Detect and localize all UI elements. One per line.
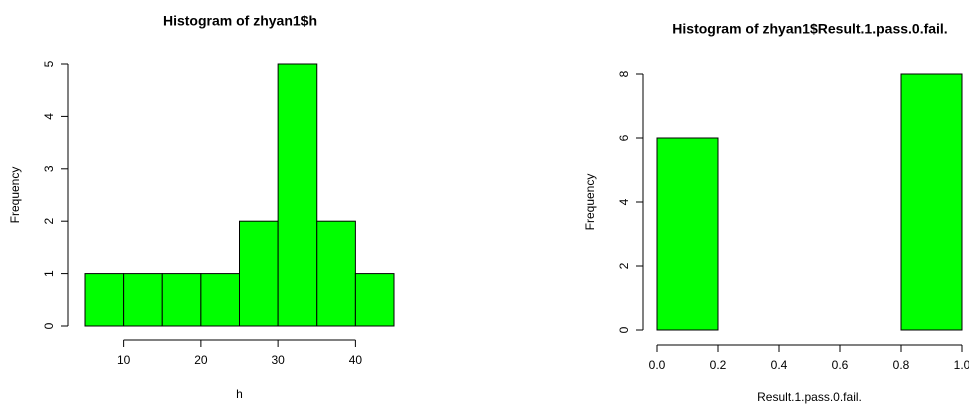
x-tick-label: 0.4 xyxy=(771,358,788,372)
x-tick-label: 0.8 xyxy=(893,358,910,372)
y-tick-label: 5 xyxy=(42,60,56,67)
chart-title: Histogram of zhyan1$Result.1.pass.0.fail… xyxy=(672,21,947,37)
x-tick-label: 1.0 xyxy=(954,358,969,372)
y-tick-label: 1 xyxy=(42,270,56,277)
x-tick-label: 20 xyxy=(194,353,208,367)
y-tick-label: 0 xyxy=(617,326,631,333)
bar xyxy=(656,137,719,331)
y-tick-label: 8 xyxy=(617,70,631,77)
x-tick-label: 30 xyxy=(271,353,285,367)
y-tick-label: 4 xyxy=(42,113,56,120)
bar xyxy=(316,220,356,327)
y-axis-label: Frequency xyxy=(583,174,597,231)
bar xyxy=(900,73,963,331)
x-axis-label: h xyxy=(236,387,243,401)
x-tick-label: 0.2 xyxy=(710,358,727,372)
bar xyxy=(161,273,202,327)
chart-title: Histogram of zhyan1$h xyxy=(163,13,317,29)
x-tick-label: 40 xyxy=(349,353,363,367)
bar xyxy=(354,273,395,327)
y-tick-label: 2 xyxy=(617,262,631,269)
bar xyxy=(123,273,163,327)
x-tick-label: 0.0 xyxy=(649,358,666,372)
y-tick-label: 0 xyxy=(42,322,56,329)
bar xyxy=(200,273,240,327)
x-tick-label: 10 xyxy=(117,353,131,367)
x-tick-label: 0.6 xyxy=(832,358,849,372)
y-tick-label: 4 xyxy=(617,198,631,205)
bar xyxy=(277,63,318,327)
bar xyxy=(239,220,279,327)
y-axis-label: Frequency xyxy=(8,167,22,224)
y-tick-label: 3 xyxy=(42,165,56,172)
y-tick-label: 2 xyxy=(42,218,56,225)
bar xyxy=(84,273,125,327)
y-tick-label: 6 xyxy=(617,134,631,141)
x-axis-label: Result.1.pass.0.fail. xyxy=(757,390,862,404)
